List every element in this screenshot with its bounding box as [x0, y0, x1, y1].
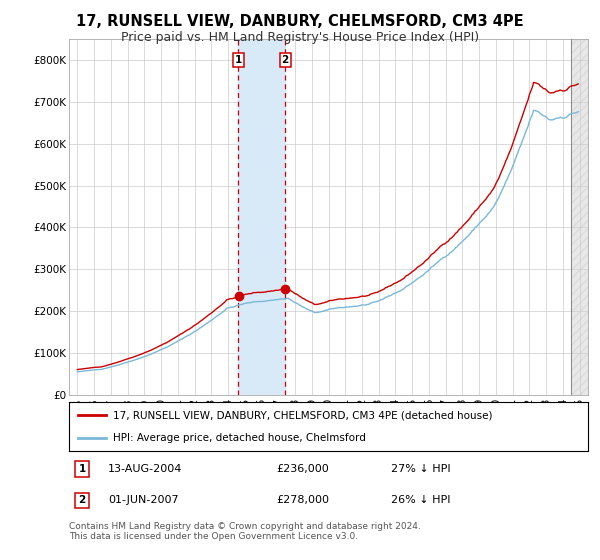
Text: 17, RUNSELL VIEW, DANBURY, CHELMSFORD, CM3 4PE: 17, RUNSELL VIEW, DANBURY, CHELMSFORD, C… [76, 14, 524, 29]
Text: 2: 2 [79, 496, 86, 506]
Text: 17, RUNSELL VIEW, DANBURY, CHELMSFORD, CM3 4PE (detached house): 17, RUNSELL VIEW, DANBURY, CHELMSFORD, C… [113, 410, 493, 421]
Text: 1: 1 [235, 55, 242, 65]
Text: 13-AUG-2004: 13-AUG-2004 [108, 464, 182, 474]
Text: £278,000: £278,000 [277, 496, 329, 506]
Text: 1: 1 [79, 464, 86, 474]
Text: 2: 2 [281, 55, 289, 65]
Text: HPI: Average price, detached house, Chelmsford: HPI: Average price, detached house, Chel… [113, 433, 366, 444]
Text: 26% ↓ HPI: 26% ↓ HPI [391, 496, 450, 506]
Text: Price paid vs. HM Land Registry's House Price Index (HPI): Price paid vs. HM Land Registry's House … [121, 31, 479, 44]
Text: 27% ↓ HPI: 27% ↓ HPI [391, 464, 451, 474]
Text: 01-JUN-2007: 01-JUN-2007 [108, 496, 179, 506]
Bar [238, 39, 285, 395]
Text: £236,000: £236,000 [277, 464, 329, 474]
Text: Contains HM Land Registry data © Crown copyright and database right 2024.
This d: Contains HM Land Registry data © Crown c… [69, 522, 421, 542]
Bar [571, 39, 588, 395]
